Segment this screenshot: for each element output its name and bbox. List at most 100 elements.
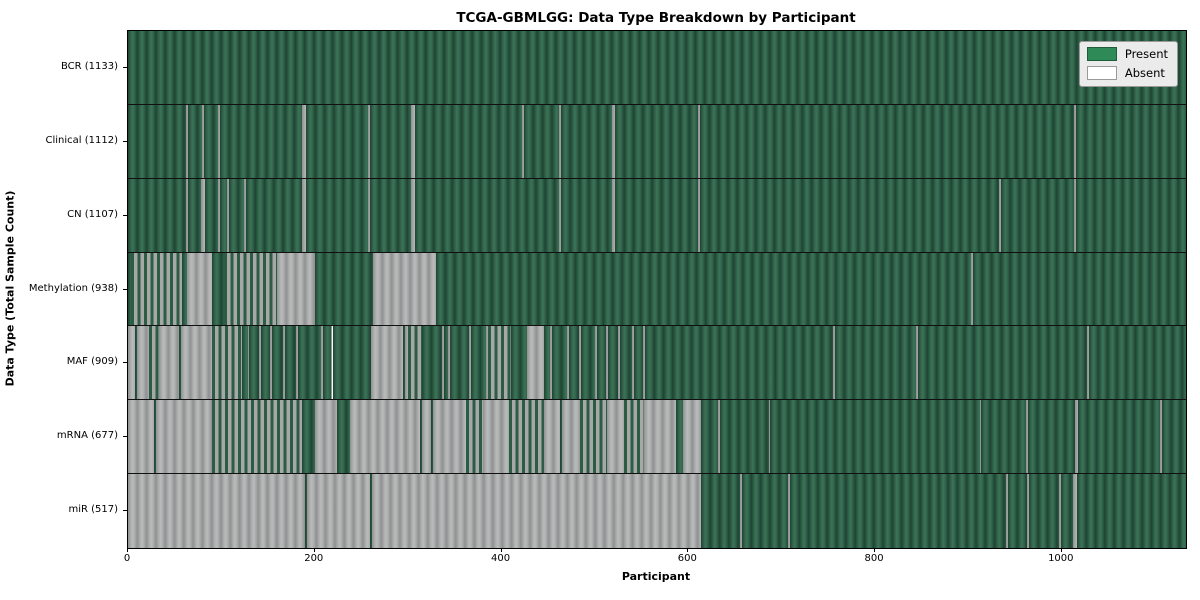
segment-CN-108-124 xyxy=(228,178,244,252)
segment-mRNA-408-445 xyxy=(508,400,544,474)
segment-mRNA-313-315 xyxy=(420,400,423,474)
segment-mRNA-1017-1105 xyxy=(1077,400,1160,474)
y-axis-tick-labels: BCR (1133) Clinical (1112) CN (1107) Methyl… xyxy=(0,30,127,547)
segment-Methylation-330-903 xyxy=(436,252,972,326)
segment-MAF-367-383 xyxy=(470,326,486,400)
y-tick-mark xyxy=(123,362,127,364)
segment-CN-1013-1015 xyxy=(1073,178,1076,252)
segment-MAF-90-122 xyxy=(212,326,242,400)
segment-mRNA-912-914 xyxy=(979,400,982,474)
segment-mRNA-531-553 xyxy=(623,400,645,474)
y-tick-label-BCR: BCR (1133) xyxy=(60,60,118,72)
segment-Methylation-200-262 xyxy=(314,252,373,326)
chart-title: TCGA-GBMLGG: Data Type Breakdown by Part… xyxy=(456,10,856,26)
segment-CN-257-259 xyxy=(367,178,370,252)
segment-Methylation-103-160 xyxy=(224,252,278,326)
segment-mRNA-686-688 xyxy=(768,400,771,474)
segment-mRNA-962-964 xyxy=(1026,400,1029,474)
segment-MAF-336-338 xyxy=(441,326,444,400)
segment-CN-98-106 xyxy=(219,178,227,252)
segment-MAF-512-514 xyxy=(606,326,608,400)
segment-mRNA-315-325 xyxy=(422,400,432,474)
segment-MAF-343-345 xyxy=(448,326,451,400)
segment-MAF-485-500 xyxy=(580,326,595,400)
segment-MAF-297-300 xyxy=(405,326,409,400)
segment-MAF-454-470 xyxy=(551,326,567,400)
x-tick-label-600: 600 xyxy=(677,553,697,564)
segment-miR-997-999 xyxy=(1059,474,1061,548)
segment-MAF-427-445 xyxy=(526,326,544,400)
segment-CN-521-610 xyxy=(614,178,698,252)
segment-MAF-542-552 xyxy=(634,326,644,400)
segment-CN-78-82 xyxy=(200,178,205,252)
x-tick-mark xyxy=(500,548,502,552)
segment-MAF-483-485 xyxy=(579,326,581,400)
segment-CN-0-62 xyxy=(128,178,186,252)
segment-MAF-844-846 xyxy=(916,326,918,400)
segment-MAF-385-410 xyxy=(487,326,511,400)
segment-MAF-383-385 xyxy=(485,326,488,400)
legend-absent-swatch-icon xyxy=(1086,66,1117,80)
segment-MAF-182-207 xyxy=(297,326,322,400)
segment-mRNA-463-465 xyxy=(560,400,563,474)
segment-CN-933-935 xyxy=(999,178,1002,252)
segment-mRNA-587-594 xyxy=(676,400,683,474)
legend: Present Absent xyxy=(1078,41,1178,87)
segment-mRNA-30-90 xyxy=(156,400,213,474)
segment-Clinical-79-81 xyxy=(201,104,204,178)
segment-CN-464-518 xyxy=(561,178,612,252)
segment-Clinical-81-96 xyxy=(203,104,218,178)
segment-MAF-540-542 xyxy=(632,326,635,400)
legend-item-absent: Absent xyxy=(1086,66,1168,80)
segment-mRNA-362-380 xyxy=(466,400,483,474)
heatmap-row-Methylation xyxy=(128,252,1186,327)
segment-MAF-217-219 xyxy=(330,326,333,400)
segment-MAF-452-454 xyxy=(550,326,552,400)
y-tick-label-miR: miR (517) xyxy=(68,504,118,516)
segment-Clinical-424-462 xyxy=(523,104,560,178)
legend-present-label: Present xyxy=(1124,47,1168,61)
x-tick-label-400: 400 xyxy=(490,553,511,564)
segment-mRNA-964-1014 xyxy=(1028,400,1075,474)
segment-MAF-502-512 xyxy=(596,326,607,400)
y-tick-mark xyxy=(123,436,127,438)
segment-CN-935-1013 xyxy=(1001,178,1074,252)
x-axis-label: Participant xyxy=(621,570,691,583)
segment-Clinical-422-424 xyxy=(522,104,524,178)
y-tick-mark xyxy=(123,66,127,68)
segment-Methylation-160-200 xyxy=(277,252,315,326)
segment-mRNA-513-531 xyxy=(607,400,624,474)
x-tick-mark xyxy=(313,548,315,552)
segment-Clinical-518-521 xyxy=(611,104,615,178)
heatmap-row-MAF xyxy=(128,326,1186,401)
segment-mRNA-594-614 xyxy=(682,400,702,474)
segment-CN-1015-1133 xyxy=(1075,178,1186,252)
legend-item-present: Present xyxy=(1086,47,1168,61)
segment-miR-0-190 xyxy=(128,474,306,548)
segment-mRNA-186-200 xyxy=(301,400,315,474)
segment-MAF-33-55 xyxy=(158,326,180,400)
segment-MAF-154-166 xyxy=(271,326,283,400)
y-tick-mark xyxy=(123,510,127,512)
segment-Methylation-58-63 xyxy=(182,252,187,326)
segment-mRNA-914-962 xyxy=(981,400,1027,474)
segment-mRNA-1105-1107 xyxy=(1159,400,1162,474)
segment-Clinical-259-303 xyxy=(369,104,411,178)
segment-MAF-209-217 xyxy=(323,326,331,400)
segment-Clinical-613-1013 xyxy=(700,104,1074,178)
segment-CN-462-464 xyxy=(559,178,562,252)
segment-mRNA-553-587 xyxy=(644,400,677,474)
segment-MAF-470-472 xyxy=(566,326,569,400)
segment-MAF-0-8 xyxy=(128,326,136,400)
segment-MAF-757-844 xyxy=(834,326,917,400)
segment-Clinical-1015-1133 xyxy=(1075,104,1186,178)
segment-MAF-8-10 xyxy=(135,326,138,400)
segment-CN-303-307 xyxy=(410,178,415,252)
segment-Methylation-0-3 xyxy=(128,252,131,326)
segment-CN-613-933 xyxy=(700,178,1000,252)
segment-MAF-755-757 xyxy=(833,326,835,400)
segment-miR-999-1012 xyxy=(1060,474,1073,548)
segment-MAF-315-336 xyxy=(422,326,442,400)
segment-miR-261-614 xyxy=(371,474,702,548)
segment-Clinical-62-64 xyxy=(185,104,188,178)
